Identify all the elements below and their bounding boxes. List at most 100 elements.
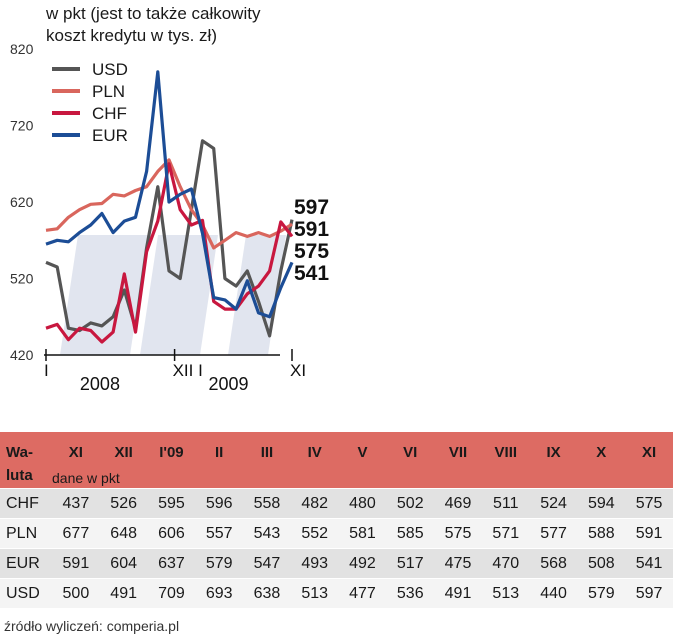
x-axis: I XII I XI 2008 2009 <box>44 349 306 394</box>
table-cell: 693 <box>205 584 233 602</box>
table-cell: 568 <box>540 554 567 572</box>
table-cell: 577 <box>540 524 567 542</box>
table-cell: 500 <box>62 584 90 602</box>
end-value-label: 575 <box>294 240 329 263</box>
end-value-label: 591 <box>294 218 329 241</box>
series-line-usd <box>45 139 294 338</box>
header-month: XII <box>114 444 133 461</box>
table-cell: 536 <box>396 584 424 602</box>
shade-band <box>140 235 218 355</box>
table-cell: 524 <box>540 494 567 512</box>
end-value-label: 541 <box>294 262 329 285</box>
table-cell: 517 <box>396 554 424 572</box>
y-tick-label: 420 <box>10 347 34 363</box>
table-cell: 596 <box>205 494 233 512</box>
table-cell: 526 <box>110 494 137 512</box>
y-tick-label: 520 <box>10 271 34 287</box>
series-line-eur <box>45 70 294 319</box>
table-cell: 543 <box>253 524 281 542</box>
row-currency: PLN <box>6 524 38 542</box>
table-cell: 513 <box>301 584 329 602</box>
table-cell: 709 <box>158 584 185 602</box>
table-cell: 482 <box>301 494 329 512</box>
table-cell: 511 <box>493 494 519 512</box>
x-tick-label: I <box>44 361 49 380</box>
table-cell: 594 <box>587 494 615 512</box>
header-month: VIII <box>494 444 518 461</box>
legend-label-eur: EUR <box>92 126 128 145</box>
table-row: EUR 591 604 637 579 547 493 492 517 475 470 568 508 5… <box>0 548 673 579</box>
year-label: 2009 <box>209 374 249 394</box>
table-cell: 557 <box>205 524 233 542</box>
table-cell: 575 <box>635 494 663 512</box>
header-currency: Wa- luta <box>6 444 33 484</box>
table-cell: 581 <box>349 524 376 542</box>
table-cell: 579 <box>587 584 615 602</box>
end-value-label: 597 <box>294 196 329 219</box>
row-currency: EUR <box>6 554 40 572</box>
table-cell: 513 <box>492 584 520 602</box>
table-cell: 677 <box>62 524 90 542</box>
table-cell: 552 <box>301 524 329 542</box>
table-cell: 571 <box>492 524 520 542</box>
row-currency: USD <box>6 584 40 602</box>
table-cell: 477 <box>349 584 376 602</box>
y-axis-ticks: 420 520 620 720 820 <box>10 41 34 363</box>
legend-label-usd: USD <box>92 60 128 79</box>
y-tick-label: 720 <box>10 118 34 134</box>
table-cell: 585 <box>396 524 424 542</box>
shade-band <box>60 235 148 355</box>
table-cell: 508 <box>587 554 615 572</box>
header-month: VI <box>403 444 418 461</box>
header-month: III <box>260 444 274 461</box>
line-chart: w pkt (jest to także całkowity koszt kre… <box>10 4 329 394</box>
table-cell: 480 <box>349 494 376 512</box>
x-tick-label: XI <box>290 361 306 380</box>
year-label: 2008 <box>80 374 120 394</box>
table-cell: 604 <box>110 554 137 572</box>
table-cell: 606 <box>158 524 185 542</box>
table-subheader: dane w pkt <box>52 470 120 486</box>
table-cell: 595 <box>158 494 185 512</box>
table-cell: 558 <box>253 494 281 512</box>
legend-label-pln: PLN <box>92 82 125 101</box>
source-note: źródło wyliczeń: comperia.pl <box>4 618 180 634</box>
table-cell: 648 <box>110 524 137 542</box>
header-month: XI <box>68 444 83 461</box>
header-month: V <box>357 444 368 461</box>
table-cell: 440 <box>540 584 567 602</box>
table-cell: 588 <box>587 524 615 542</box>
table-cell: 575 <box>444 524 472 542</box>
table-cell: 492 <box>349 554 376 572</box>
table-header-row: Wa- luta XI XII I'09 II III IV V VI VII VIII IX X XI <box>0 432 673 489</box>
table-cell: 547 <box>253 554 281 572</box>
legend: USD PLN CHF EUR <box>52 60 128 145</box>
table-cell: 469 <box>444 494 472 512</box>
row-currency: CHF <box>6 494 39 512</box>
header-month: IV <box>307 444 322 461</box>
header-month: XI <box>642 444 657 461</box>
table-row: PLN 677 648 606 557 543 552 581 585 575 571 577 588 5… <box>0 518 673 549</box>
chart-title-line-1: w pkt (jest to także całkowity <box>45 4 261 23</box>
table-cell: 597 <box>635 584 663 602</box>
series-lines <box>45 70 294 344</box>
chart-title-line-2: koszt kredytu w tys. zł) <box>46 26 217 45</box>
table-cell: 475 <box>444 554 472 572</box>
series-line-pln <box>45 158 293 250</box>
header-month: I'09 <box>159 444 184 461</box>
header-month: II <box>215 444 224 461</box>
table-cell: 502 <box>396 494 424 512</box>
table-cell: 491 <box>444 584 472 602</box>
table-cell: 541 <box>635 554 663 572</box>
table-cell: 637 <box>158 554 185 572</box>
table-cell: 638 <box>253 584 281 602</box>
x-tick-label: XII I <box>173 361 203 380</box>
table-cell: 591 <box>635 524 663 542</box>
table-cell: 470 <box>492 554 520 572</box>
table-cell: 493 <box>301 554 329 572</box>
y-tick-label: 620 <box>10 194 34 210</box>
header-month: VII <box>448 444 468 461</box>
data-table: Wa- luta XI XII I'09 II III IV V VI VII VIII IX X XI… <box>0 432 673 608</box>
table-cell: 579 <box>205 554 233 572</box>
